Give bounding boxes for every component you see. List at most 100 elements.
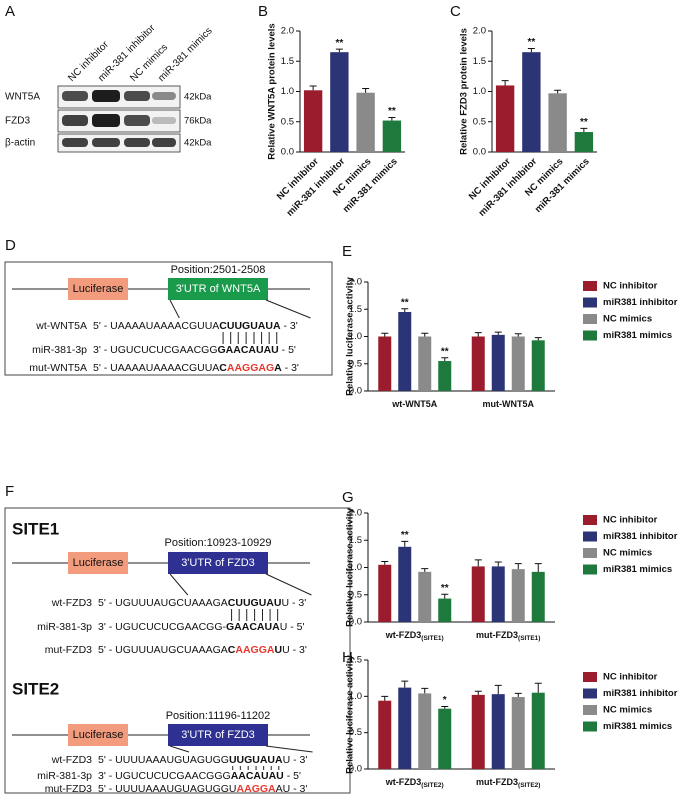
sequence-segment: - 5' [284, 770, 301, 782]
bar [382, 120, 402, 152]
y-tick-label: 1.5 [349, 304, 362, 315]
error-bar [534, 563, 542, 572]
legend-label: NC inhibitor [603, 672, 658, 683]
sequence-segment: U [274, 644, 282, 656]
legend-label: NC mimics [603, 548, 652, 559]
reporter-box [68, 278, 128, 300]
category-subscript: (SITE1) [518, 635, 540, 642]
significance: * [443, 695, 447, 706]
sequence: 5' - UUUUAAAUGUAGUGGUAAGGAAU - 3' [98, 783, 307, 795]
bar [495, 85, 515, 152]
y-tick-label: 0.5 [473, 116, 486, 127]
error-bar [474, 559, 482, 567]
error-bar [421, 332, 429, 337]
utr-box [168, 724, 268, 746]
y-tick-label: 2.0 [281, 26, 294, 37]
legend-swatch [583, 281, 597, 291]
bar [471, 694, 485, 769]
sequence-segment: 3' - UGUCUCUCGAACGG- [98, 621, 227, 633]
sequence-segment: AU - 3' [276, 783, 308, 795]
band [92, 114, 120, 127]
sequence-segment: - 3' [282, 362, 299, 374]
bar [491, 694, 505, 769]
sequence-segment: U - 3' [281, 597, 306, 609]
y-tick-label: 2.0 [349, 277, 362, 288]
legend-label: miR381 inhibitor [603, 531, 678, 542]
bar [522, 52, 541, 152]
error-bar [421, 568, 429, 572]
y-tick-label: 1.0 [349, 691, 362, 702]
error-bar [362, 87, 370, 93]
sequence-label: miR-381-3p [32, 344, 87, 356]
y-axis-label: Relative luciferase activity [345, 654, 356, 774]
category-subscript: (SITE2) [518, 782, 540, 789]
band [62, 115, 88, 126]
significance: ** [401, 530, 409, 541]
panel-letter: D [5, 237, 16, 254]
category-name: mut-FZD3 [476, 630, 518, 640]
sequence: 5' - UAAAAUAAAACGUUACAAGGAGA - 3' [93, 362, 299, 374]
error-bar [494, 684, 502, 695]
size-label: 42kDa [184, 138, 212, 149]
bar [491, 334, 505, 391]
error-bar [421, 687, 429, 694]
y-tick-label: 1.5 [473, 56, 486, 67]
bar [418, 336, 432, 391]
sequence: 5' - UAAAAUAAAACGUUACUUGUAUA - 3' [93, 320, 298, 332]
band [62, 91, 88, 101]
sequence-segment: U - 3' [283, 754, 308, 766]
significance: ** [335, 38, 343, 49]
site-title: SITE1 [12, 519, 59, 538]
sequence-segment: CUUGUAU [228, 597, 282, 609]
significance: ** [441, 583, 449, 594]
sequence-label: wt-FZD3 [51, 754, 92, 766]
sequence-label: mut-FZD3 [45, 783, 92, 795]
category-name: mut-WNT5A [483, 399, 535, 409]
bar [378, 700, 392, 769]
y-tick-label: 2.0 [473, 26, 486, 37]
x-tick-label: mut-WNT5A [483, 399, 535, 409]
reporter-box [68, 552, 128, 574]
significance: ** [580, 117, 588, 128]
sequence-segment: AACAUAU [231, 770, 284, 782]
bar [398, 687, 412, 769]
y-axis-label: Relative luciferase activity [345, 276, 356, 396]
y-tick-label: 1.5 [281, 56, 294, 67]
panel-letter: A [5, 3, 15, 20]
sequence-label: miR-381-3p [37, 770, 92, 782]
bar [491, 566, 505, 622]
zoom-line [169, 299, 180, 319]
error-bar [527, 48, 535, 53]
band [152, 138, 176, 147]
y-tick-label: 2.0 [349, 508, 362, 519]
band [152, 92, 176, 100]
panel-letter: G [342, 489, 354, 506]
bar [531, 340, 545, 391]
band [124, 115, 150, 126]
error-bar [388, 117, 396, 121]
legend-label: miR381 inhibitor [603, 297, 678, 308]
error-bar [441, 593, 449, 599]
legend-swatch [583, 672, 597, 682]
y-tick-label: 1.5 [349, 535, 362, 546]
position-label: Position:10923-10929 [164, 537, 271, 549]
error-bar [474, 332, 482, 337]
legend-swatch [583, 548, 597, 558]
y-tick-label: 0.0 [349, 617, 362, 628]
sequence-segment: 3' - UGUCUCUCGAACGG [93, 344, 218, 356]
y-tick-label: 1.0 [473, 86, 486, 97]
legend-swatch [583, 330, 597, 341]
sequence: 5' - UGUUUAUGCUAAAGACUUGUAUU - 3' [98, 597, 306, 609]
sequence-segment: AAGGAG [227, 362, 274, 374]
y-axis-label: Relative WNT5A protein levels [267, 23, 278, 159]
bar [574, 132, 594, 152]
band [124, 138, 150, 147]
legend-label: NC mimics [603, 705, 652, 716]
bar [303, 90, 323, 152]
row-label: β-actin [5, 138, 35, 149]
y-tick-label: 1.0 [349, 331, 362, 342]
legend-label: miR381 mimics [603, 330, 672, 341]
sequence-segment: 5' - UGUUUAUGCUAAAGA [98, 597, 228, 609]
error-bar [441, 706, 449, 709]
bar [418, 693, 432, 769]
